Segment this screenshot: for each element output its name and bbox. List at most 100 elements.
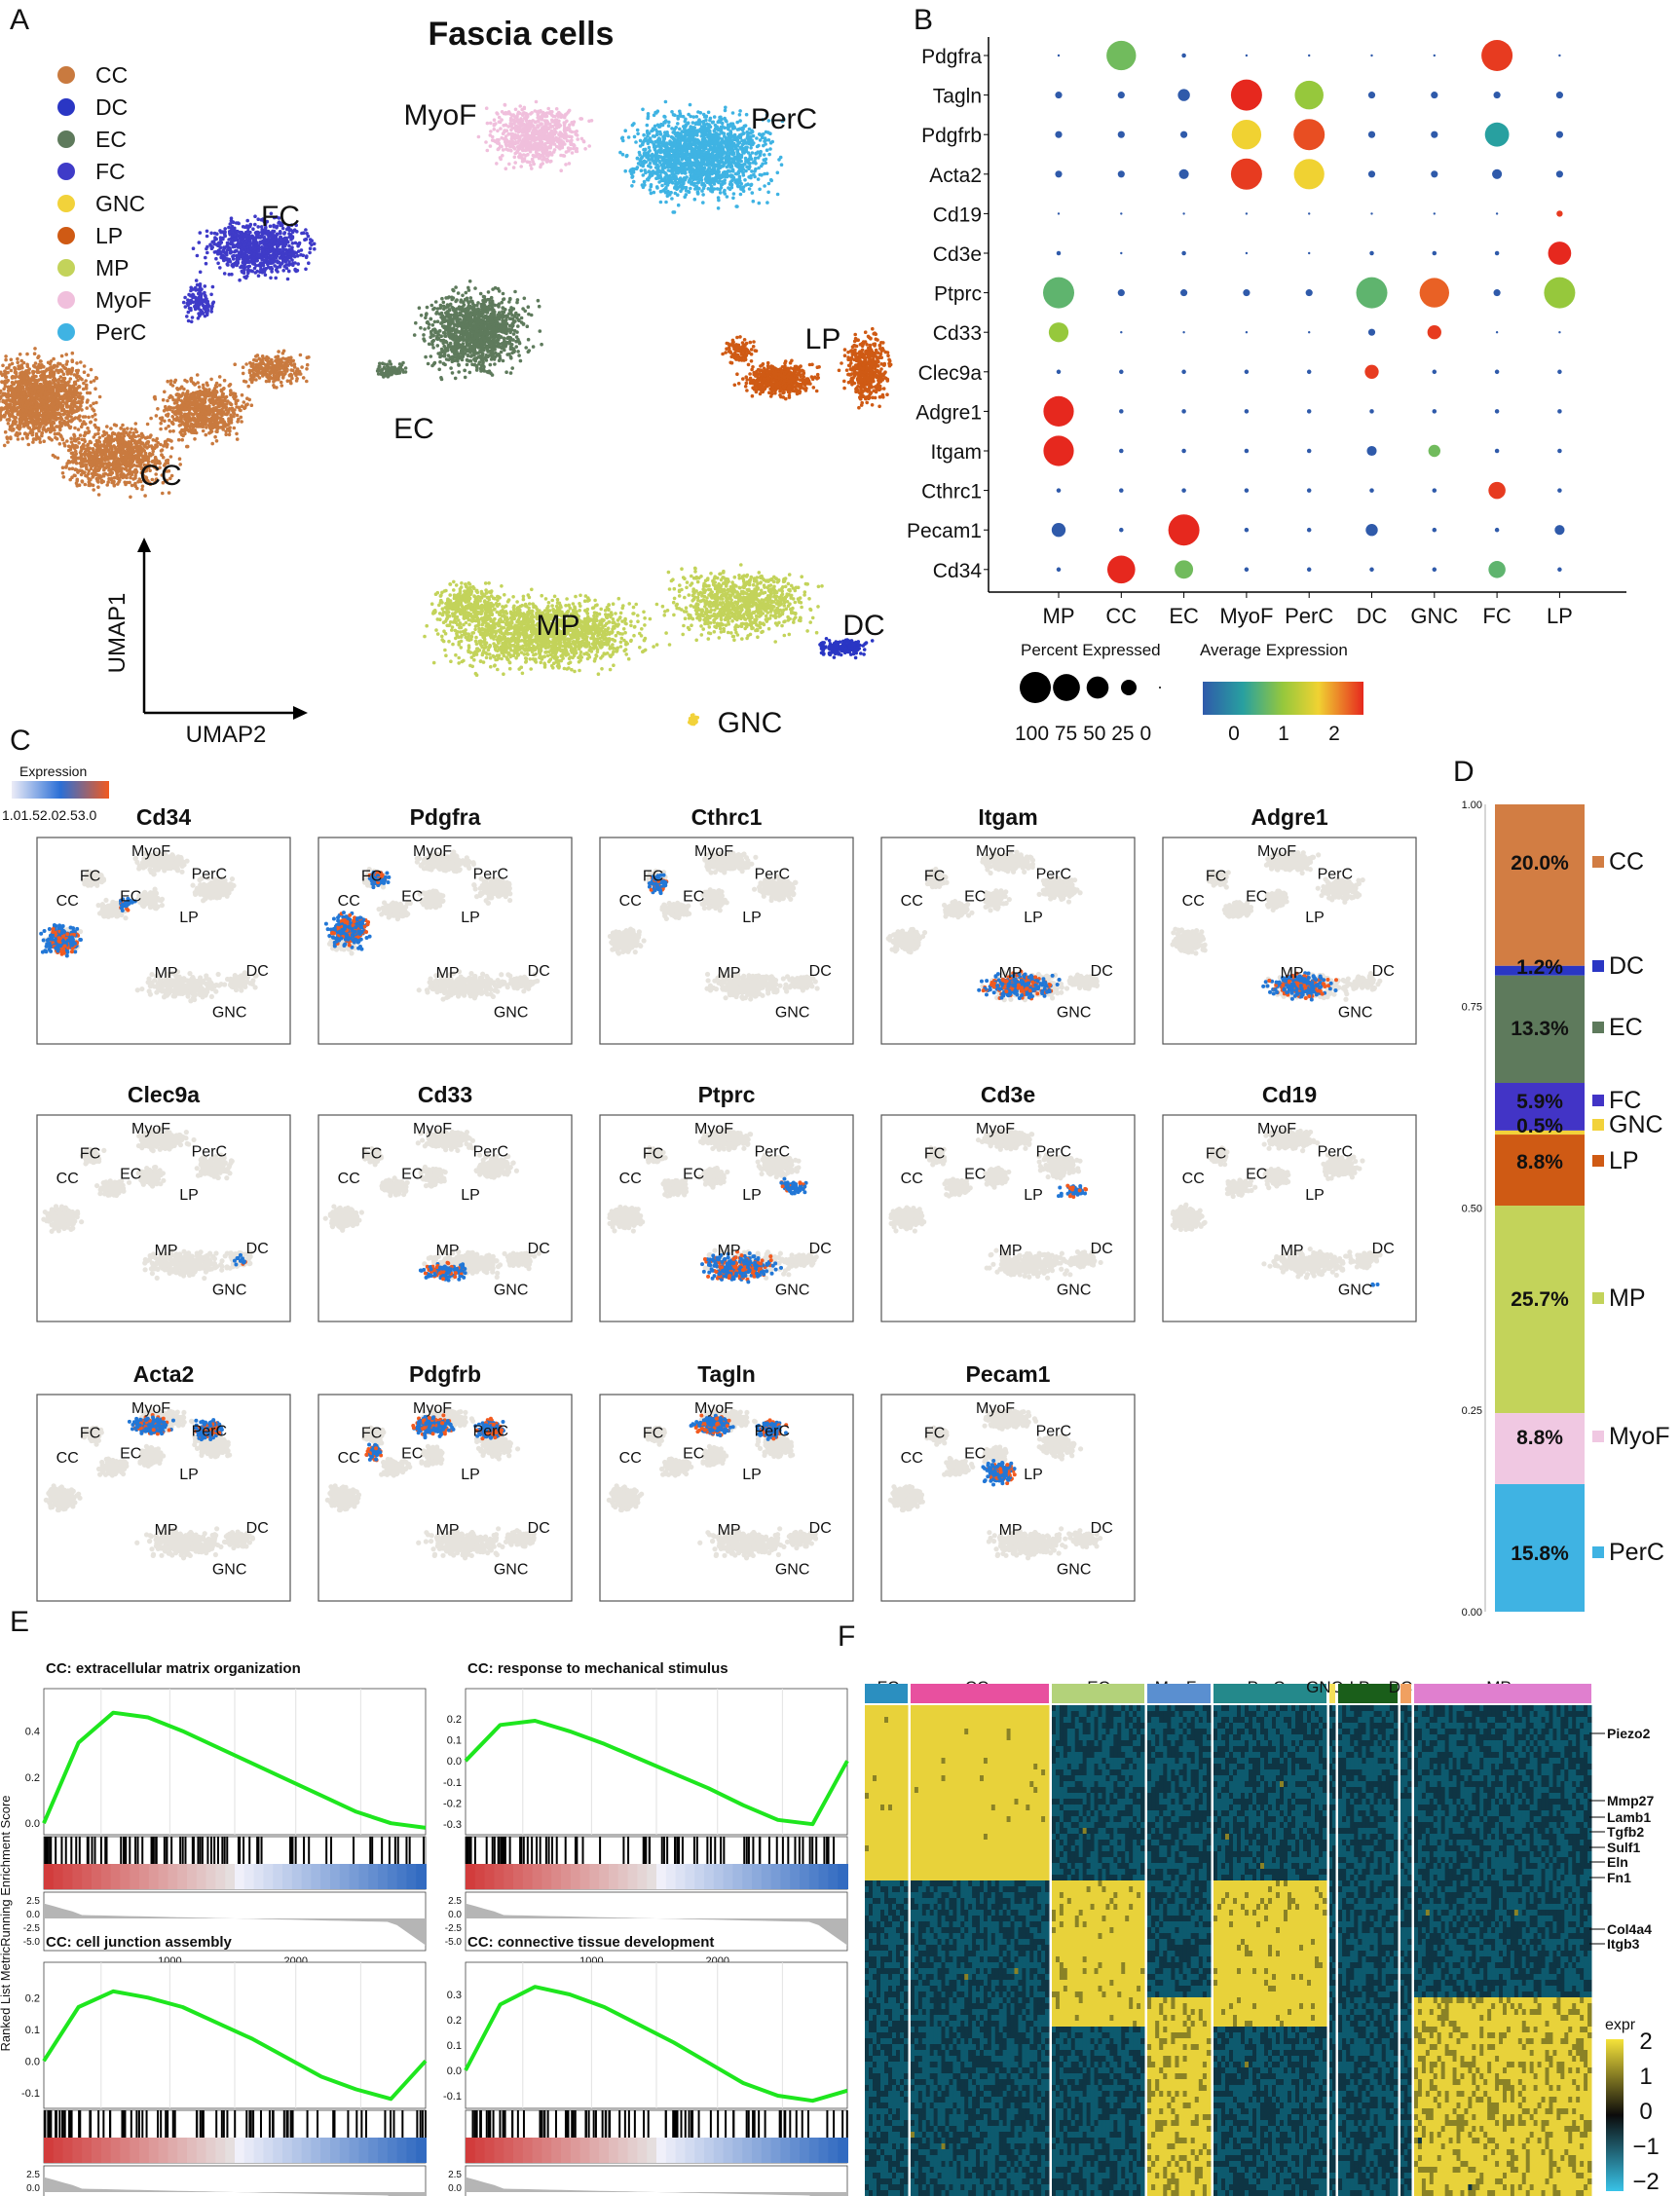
umap-point: [159, 449, 164, 453]
umap-point: [26, 442, 31, 447]
umap-point: [75, 477, 80, 482]
umap-point: [34, 431, 39, 436]
umap-point: [183, 378, 187, 383]
umap-point: [106, 435, 111, 439]
umap-point: [78, 451, 83, 455]
umap-point: [256, 225, 261, 229]
umap-point: [306, 234, 311, 239]
umap-point: [248, 222, 253, 227]
umap-point: [64, 465, 68, 468]
umap-point: [240, 247, 244, 252]
umap-point: [218, 236, 223, 240]
umap-point: [233, 237, 238, 242]
umap-point: [59, 407, 63, 411]
umap-point: [32, 382, 37, 387]
umap-point: [19, 398, 23, 403]
umap-point: [175, 392, 180, 396]
umap-point: [3, 380, 7, 384]
umap-point: [183, 295, 187, 300]
umap-point: [190, 430, 195, 434]
umap-point: [205, 313, 209, 317]
umap-point: [243, 232, 248, 237]
umap-point: [121, 423, 125, 428]
umap-point: [96, 431, 100, 436]
umap-point: [537, 304, 541, 309]
umap-point: [63, 366, 68, 371]
umap-point: [194, 279, 199, 282]
umap-point: [247, 242, 252, 245]
umap-point: [165, 413, 168, 418]
umap-point: [155, 436, 159, 441]
umap-point: [111, 438, 116, 443]
umap-point: [13, 366, 18, 371]
umap-point: [168, 418, 171, 423]
umap-point: [191, 413, 195, 417]
umap-point: [266, 374, 271, 378]
umap-point: [116, 468, 120, 473]
umap-point: [230, 227, 234, 232]
umap-point: [223, 257, 228, 262]
umap-point: [33, 375, 37, 379]
umap-point: [105, 425, 109, 428]
umap-point: [76, 416, 81, 421]
umap-point: [253, 222, 257, 227]
umap-point: [222, 378, 227, 383]
umap-point: [219, 230, 223, 235]
umap-point: [69, 370, 73, 374]
umap-point: [205, 426, 208, 429]
umap-point: [205, 299, 209, 304]
umap-point: [3, 429, 8, 434]
umap-point: [112, 461, 116, 465]
umap-point: [5, 366, 9, 370]
legend-label: FC: [95, 159, 126, 184]
umap-point: [287, 243, 291, 248]
umap-point: [16, 360, 20, 365]
umap-point: [207, 423, 212, 428]
umap-point: [87, 479, 92, 484]
umap-point: [259, 362, 263, 367]
umap-point: [0, 399, 1, 403]
umap-point: [193, 305, 197, 309]
umap-point: [133, 434, 137, 439]
umap-point: [6, 411, 11, 416]
umap-point: [72, 399, 77, 404]
umap-point: [221, 387, 226, 391]
umap-point: [57, 442, 62, 446]
umap-point: [82, 370, 87, 375]
umap-point: [19, 416, 22, 421]
panel-letter: D: [1453, 756, 1475, 788]
umap-point: [173, 398, 178, 402]
umap-point: [186, 298, 190, 303]
umap-point: [118, 444, 123, 449]
umap-point: [246, 226, 250, 230]
umap-point: [43, 408, 47, 413]
umap-point: [131, 445, 136, 450]
umap-point: [241, 251, 245, 255]
umap-point: [88, 391, 93, 395]
umap-point: [87, 415, 91, 420]
umap-point: [200, 412, 204, 416]
umap-point: [1, 363, 5, 368]
umap-point: [59, 354, 64, 358]
umap-point: [251, 244, 255, 249]
umap-point: [3, 369, 7, 374]
umap-point: [108, 446, 113, 450]
umap-point: [73, 473, 77, 478]
umap-point: [48, 406, 53, 410]
umap-point: [465, 362, 469, 367]
umap-point: [185, 301, 190, 306]
umap-point: [181, 300, 186, 305]
umap-point: [167, 424, 170, 428]
umap-point: [104, 458, 108, 462]
umap-point: [91, 447, 95, 451]
umap-point: [414, 320, 418, 325]
umap-point: [224, 251, 229, 256]
umap-point: [230, 406, 235, 411]
umap-point: [501, 330, 504, 334]
umap-point: [53, 431, 57, 436]
umap-point: [25, 370, 30, 375]
umap-point: [201, 300, 205, 304]
umap-point: [86, 430, 90, 435]
umap-point: [176, 409, 181, 414]
umap-point: [175, 387, 179, 391]
